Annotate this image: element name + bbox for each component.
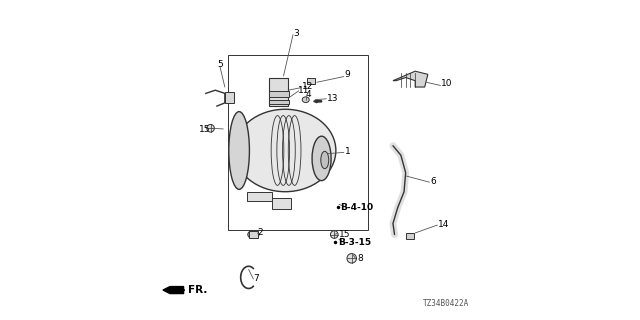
- Text: B-4-10: B-4-10: [340, 203, 374, 212]
- Circle shape: [207, 124, 214, 132]
- Bar: [225, 92, 234, 103]
- FancyArrow shape: [163, 287, 184, 293]
- Bar: [273, 198, 291, 209]
- Text: 5: 5: [217, 60, 223, 69]
- Bar: [269, 91, 289, 97]
- Text: TZ34B0422A: TZ34B0422A: [423, 299, 469, 308]
- Polygon shape: [393, 71, 428, 87]
- Text: 4: 4: [306, 90, 311, 99]
- Ellipse shape: [302, 97, 309, 103]
- Ellipse shape: [321, 151, 329, 169]
- Bar: [247, 192, 273, 201]
- Bar: [228, 55, 367, 230]
- Text: 10: 10: [440, 79, 452, 88]
- Text: 14: 14: [438, 220, 450, 229]
- Text: 15: 15: [339, 230, 351, 239]
- Bar: [269, 77, 288, 106]
- Text: 12: 12: [302, 82, 314, 91]
- Ellipse shape: [234, 109, 336, 192]
- Bar: [406, 233, 413, 239]
- Bar: [307, 77, 316, 84]
- Bar: [269, 100, 289, 105]
- Text: 1: 1: [345, 147, 351, 156]
- Text: FR.: FR.: [188, 285, 208, 295]
- Ellipse shape: [312, 136, 331, 180]
- Text: 8: 8: [357, 254, 363, 263]
- Circle shape: [347, 253, 356, 263]
- Text: B-3-15: B-3-15: [338, 238, 371, 247]
- Text: 13: 13: [327, 94, 339, 103]
- Text: 3: 3: [293, 28, 299, 38]
- Text: 2: 2: [258, 228, 264, 237]
- Bar: [248, 231, 258, 238]
- FancyArrow shape: [314, 100, 321, 103]
- Text: 6: 6: [430, 177, 436, 186]
- Text: 9: 9: [345, 70, 351, 79]
- Text: 11: 11: [298, 86, 310, 95]
- Ellipse shape: [248, 231, 259, 238]
- Text: 15: 15: [199, 125, 211, 134]
- Circle shape: [330, 231, 338, 238]
- Ellipse shape: [228, 112, 250, 189]
- Text: 7: 7: [253, 274, 259, 283]
